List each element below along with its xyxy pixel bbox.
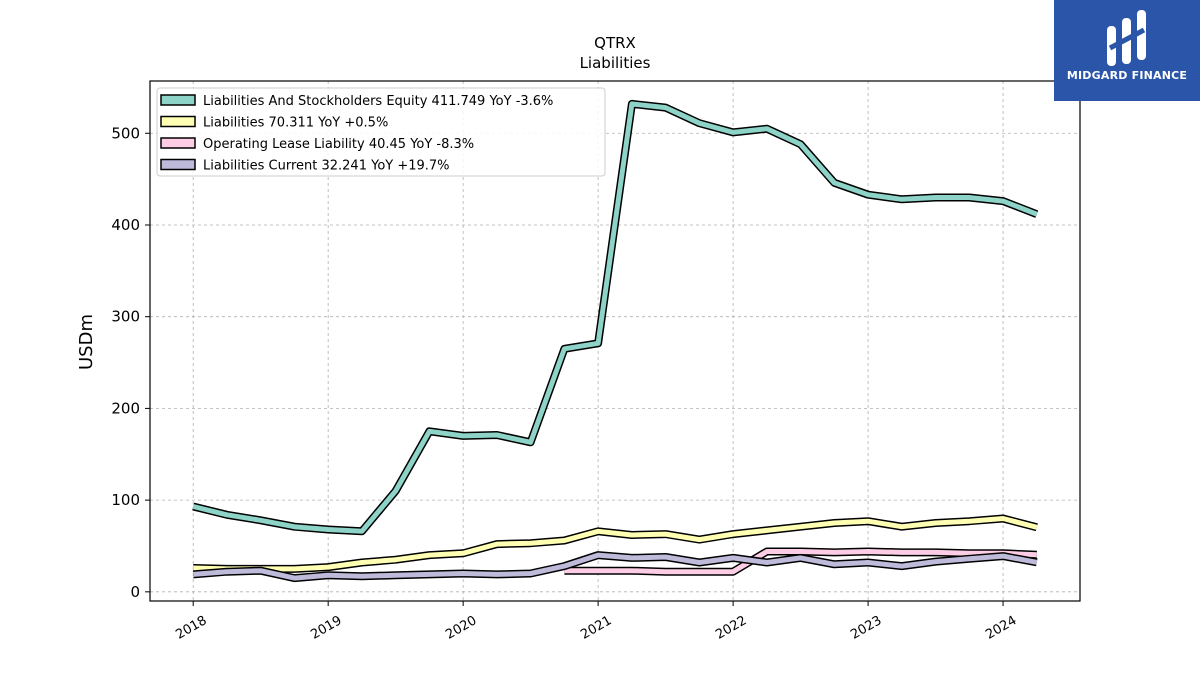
series-line-2 [564, 549, 1037, 575]
series-line-0 [192, 101, 1038, 534]
y-tick-label: 500 [111, 124, 140, 142]
y-tick-label: 100 [111, 491, 140, 509]
y-tick-label: 0 [130, 583, 140, 601]
x-tick-label: 2021 [578, 613, 614, 643]
x-tick-label: 2018 [173, 613, 209, 643]
chart-legend: Liabilities And Stockholders Equity 411.… [156, 87, 606, 177]
legend-label-1: Liabilities 70.311 YoY +0.5% [203, 116, 388, 131]
x-tick-label: 2019 [308, 613, 344, 643]
y-tick-label: 200 [111, 399, 140, 417]
legend-label-3: Liabilities Current 32.241 YoY +19.7% [203, 159, 450, 174]
series-line-3 [193, 552, 1038, 581]
midgard-logo-icon [1107, 10, 1146, 66]
y-tick-label: 300 [111, 308, 140, 326]
x-tick-label: 2023 [848, 613, 884, 643]
plot-area-frame [149, 80, 1081, 602]
brand-name: MIDGARD FINANCE [1066, 69, 1188, 82]
y-tick-label: 400 [111, 216, 140, 234]
legend-swatch-1 [160, 115, 196, 128]
chart-title: QTRX [594, 34, 636, 52]
series-line-1 [193, 516, 1038, 572]
x-tick-label: 2022 [713, 613, 749, 643]
brand-logo: MIDGARD FINANCE [1054, 0, 1200, 101]
y-axis-label: USDm [76, 314, 97, 370]
legend-swatch-3 [160, 158, 196, 171]
chart-subtitle: Liabilities [580, 54, 651, 72]
x-tick-label: 2024 [983, 613, 1019, 643]
chart-series-layer [192, 99, 1039, 583]
x-tick-label: 2020 [443, 613, 479, 643]
legend-swatch-2 [160, 137, 196, 149]
legend-box [156, 87, 606, 177]
legend-label-0: Liabilities And Stockholders Equity 411.… [203, 94, 553, 109]
legend-swatch-0 [160, 94, 196, 106]
legend-label-2: Operating Lease Liability 40.45 YoY -8.3… [203, 137, 474, 152]
